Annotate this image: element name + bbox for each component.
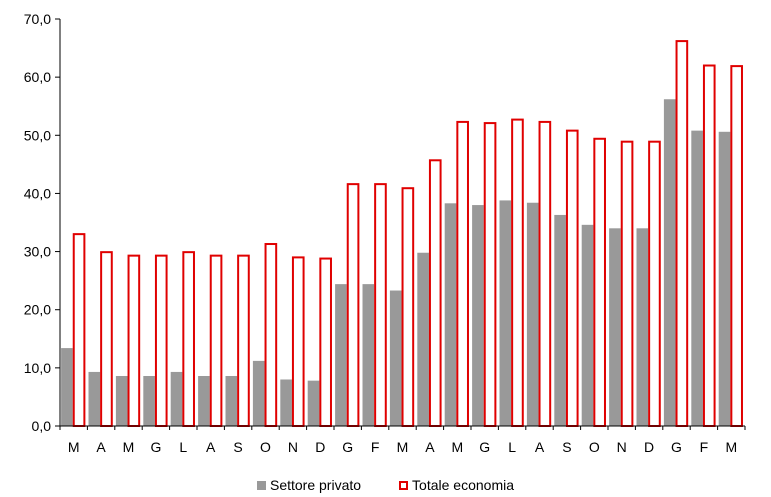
x-tick-label: A [425, 439, 435, 455]
x-tick-label: L [179, 439, 187, 455]
x-tick-label: F [371, 439, 380, 455]
bar-totale-economia [291, 256, 305, 428]
x-tick-label: D [315, 439, 325, 455]
x-tick-label: G [342, 439, 353, 455]
x-tick-label: G [671, 439, 682, 455]
bar-totale-economia [511, 118, 524, 427]
legend-item-totale-economia: Totale economia [399, 477, 514, 493]
bar-settore-privato [389, 290, 402, 426]
bar-totale-economia [72, 233, 86, 427]
legend-label-settore-privato: Settore privato [269, 477, 362, 493]
legend-swatch-totale-economia [399, 480, 409, 490]
bar-totale-economia [483, 122, 497, 428]
x-tick-label: L [508, 439, 516, 455]
bar-settore-privato [362, 284, 375, 426]
x-tick-label: A [206, 439, 216, 455]
bar-settore-privato [663, 99, 676, 427]
bar-settore-privato [335, 284, 347, 426]
bar-settore-privato [61, 348, 73, 426]
bar-totale-economia [620, 140, 634, 427]
x-tick-label: O [260, 439, 271, 455]
y-tick-label: 50,0 [24, 127, 51, 143]
y-tick-label: 0,0 [32, 418, 52, 434]
legend-item-settore-privato: Settore privato [256, 477, 362, 493]
x-tick-label: F [700, 439, 709, 455]
bar-settore-privato [198, 376, 210, 426]
bar-totale-economia [346, 183, 360, 427]
bar-settore-privato [280, 379, 292, 426]
bar-settore-privato [554, 214, 566, 426]
x-tick-label: M [68, 439, 80, 455]
bar-totale-economia [374, 183, 387, 427]
y-tick-label: 10,0 [24, 360, 51, 376]
bar-totale-economia [154, 254, 168, 427]
bar-totale-economia [237, 254, 250, 427]
bar-settore-privato [718, 131, 731, 427]
bar-totale-economia [702, 64, 716, 427]
bar-settore-privato [472, 205, 484, 426]
bar-settore-privato [417, 252, 429, 426]
y-tick-label: 70,0 [24, 11, 51, 27]
bar-totale-economia [209, 254, 223, 427]
y-tick-label: 30,0 [24, 244, 51, 260]
bar-settore-privato [636, 228, 649, 426]
x-tick-label: G [479, 439, 490, 455]
bar-settore-privato [88, 371, 101, 426]
bar-totale-economia [675, 40, 689, 428]
legend: Settore privato Totale economia [0, 474, 771, 496]
bar-settore-privato [252, 360, 265, 426]
legend-swatch-settore-privato [256, 480, 266, 490]
x-tick-label: M [397, 439, 409, 455]
bar-totale-economia [319, 257, 332, 427]
bar-totale-economia [456, 120, 469, 427]
x-tick-label: S [233, 439, 242, 455]
x-tick-label: A [535, 439, 545, 455]
bar-totale-economia [100, 251, 113, 427]
y-tick-label: 20,0 [24, 302, 51, 318]
y-tick-label: 40,0 [24, 185, 51, 201]
bar-settore-privato [115, 376, 128, 426]
y-axis-ticks: 0,0 10,0 20,0 30,0 40,0 50,0 60,0 70,0 [24, 11, 60, 434]
bar-settore-privato [526, 202, 539, 426]
bar-totale-economia [264, 243, 278, 427]
x-tick-label: M [725, 439, 737, 455]
bar-totale-economia [182, 251, 195, 427]
bar-settore-privato [307, 380, 320, 426]
bar-totale-economia [428, 159, 442, 427]
bar-totale-economia [648, 140, 661, 427]
bar-totale-economia [593, 137, 606, 428]
x-tick-label: G [150, 439, 161, 455]
bar-totale-economia [565, 129, 579, 427]
x-tick-label: M [123, 439, 135, 455]
bar-totale-economia [730, 65, 743, 427]
x-tick-label: A [96, 439, 106, 455]
bar-totale-economia [538, 120, 552, 427]
bars-layer [61, 40, 743, 428]
x-tick-label: N [288, 439, 298, 455]
x-tick-label: D [644, 439, 654, 455]
bar-settore-privato [444, 203, 457, 426]
legend-label-totale-economia: Totale economia [412, 477, 514, 493]
bar-settore-privato [170, 371, 183, 426]
x-tick-label: O [589, 439, 600, 455]
bar-settore-privato [691, 130, 703, 426]
bar-settore-privato [143, 376, 155, 426]
bar-totale-economia [127, 254, 141, 427]
x-tick-label: N [617, 439, 627, 455]
bar-settore-privato [225, 376, 238, 426]
y-tick-label: 60,0 [24, 69, 51, 85]
x-tick-label: S [562, 439, 571, 455]
bar-settore-privato [581, 224, 594, 426]
bar-settore-privato [499, 200, 512, 426]
bar-settore-privato [609, 228, 621, 426]
bar-totale-economia [401, 187, 415, 427]
x-tick-label: M [451, 439, 463, 455]
